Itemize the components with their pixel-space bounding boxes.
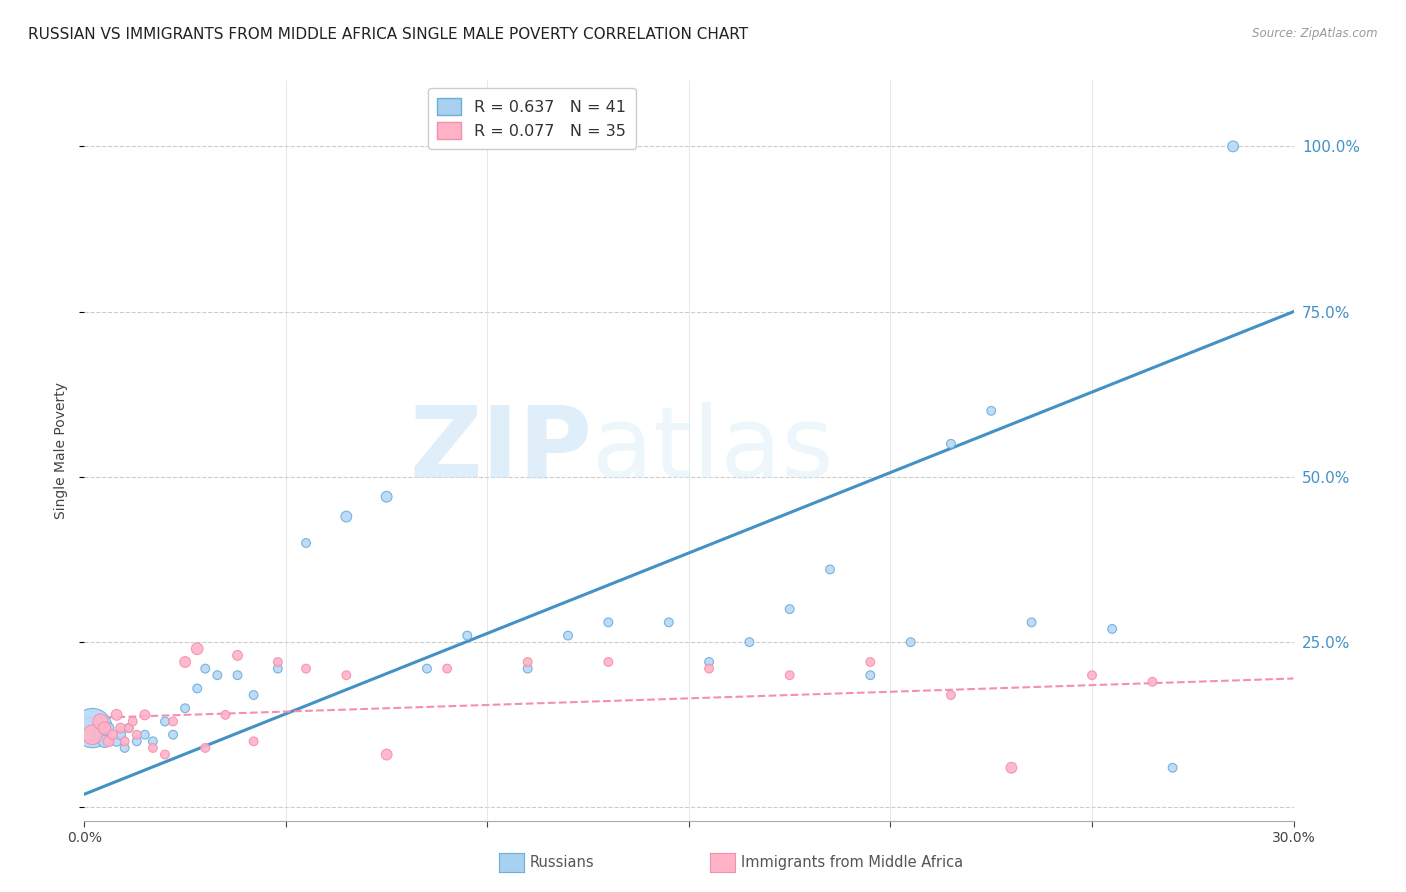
Point xyxy=(174,655,197,669)
Point xyxy=(153,714,176,729)
Point xyxy=(114,740,136,755)
Point xyxy=(1021,615,1043,630)
Point xyxy=(118,721,141,735)
Point xyxy=(162,714,184,729)
Point xyxy=(121,714,143,729)
Point xyxy=(658,615,681,630)
Point xyxy=(242,734,264,748)
Point xyxy=(186,681,208,696)
Point xyxy=(516,655,538,669)
Point xyxy=(1222,139,1244,153)
Point xyxy=(93,721,115,735)
Point xyxy=(818,562,841,576)
Point xyxy=(900,635,922,649)
Point xyxy=(939,437,962,451)
Text: ZIP: ZIP xyxy=(409,402,592,499)
Point xyxy=(335,668,357,682)
Point xyxy=(295,662,318,676)
Point xyxy=(436,662,458,676)
Point xyxy=(125,734,148,748)
Point xyxy=(516,662,538,676)
Point xyxy=(118,721,141,735)
Point xyxy=(295,536,318,550)
Point xyxy=(194,662,217,676)
Point xyxy=(89,714,111,729)
Point xyxy=(598,615,620,630)
Point xyxy=(1142,674,1164,689)
Point xyxy=(153,747,176,762)
Point xyxy=(162,728,184,742)
Point xyxy=(142,734,165,748)
Point xyxy=(82,728,104,742)
Point xyxy=(207,668,229,682)
Point xyxy=(97,721,120,735)
Point xyxy=(134,707,156,722)
Text: Russians: Russians xyxy=(530,855,595,870)
Point xyxy=(1161,761,1184,775)
Text: atlas: atlas xyxy=(592,402,834,499)
Point xyxy=(226,668,249,682)
Point xyxy=(194,740,217,755)
Point xyxy=(101,728,124,742)
Point xyxy=(82,721,104,735)
Point xyxy=(267,662,290,676)
Point xyxy=(1000,761,1022,775)
Point xyxy=(1081,668,1104,682)
Point xyxy=(557,629,579,643)
Point xyxy=(105,734,128,748)
Y-axis label: Single Male Poverty: Single Male Poverty xyxy=(55,382,69,519)
Point xyxy=(697,655,720,669)
Point xyxy=(859,655,882,669)
Legend: R = 0.637   N = 41, R = 0.077   N = 35: R = 0.637 N = 41, R = 0.077 N = 35 xyxy=(427,88,636,149)
Point xyxy=(226,648,249,663)
Point xyxy=(97,734,120,748)
Point xyxy=(980,404,1002,418)
Point xyxy=(242,688,264,702)
Text: RUSSIAN VS IMMIGRANTS FROM MIDDLE AFRICA SINGLE MALE POVERTY CORRELATION CHART: RUSSIAN VS IMMIGRANTS FROM MIDDLE AFRICA… xyxy=(28,27,748,42)
Point xyxy=(142,740,165,755)
Point xyxy=(375,490,398,504)
Text: Immigrants from Middle Africa: Immigrants from Middle Africa xyxy=(741,855,963,870)
Point xyxy=(1101,622,1123,636)
Point xyxy=(125,728,148,742)
Point xyxy=(697,662,720,676)
Point xyxy=(93,734,115,748)
Point xyxy=(186,641,208,656)
Point xyxy=(114,734,136,748)
Point xyxy=(598,655,620,669)
Point xyxy=(335,509,357,524)
Point xyxy=(779,602,801,616)
Point xyxy=(375,747,398,762)
Point xyxy=(110,721,132,735)
Point xyxy=(89,728,111,742)
Point xyxy=(859,668,882,682)
Point xyxy=(779,668,801,682)
Point xyxy=(214,707,236,722)
Point xyxy=(738,635,761,649)
Point xyxy=(939,688,962,702)
Point xyxy=(416,662,439,676)
Point xyxy=(105,707,128,722)
Point xyxy=(110,728,132,742)
Point xyxy=(456,629,478,643)
Point xyxy=(267,655,290,669)
Point xyxy=(134,728,156,742)
Point xyxy=(174,701,197,715)
Text: Source: ZipAtlas.com: Source: ZipAtlas.com xyxy=(1253,27,1378,40)
